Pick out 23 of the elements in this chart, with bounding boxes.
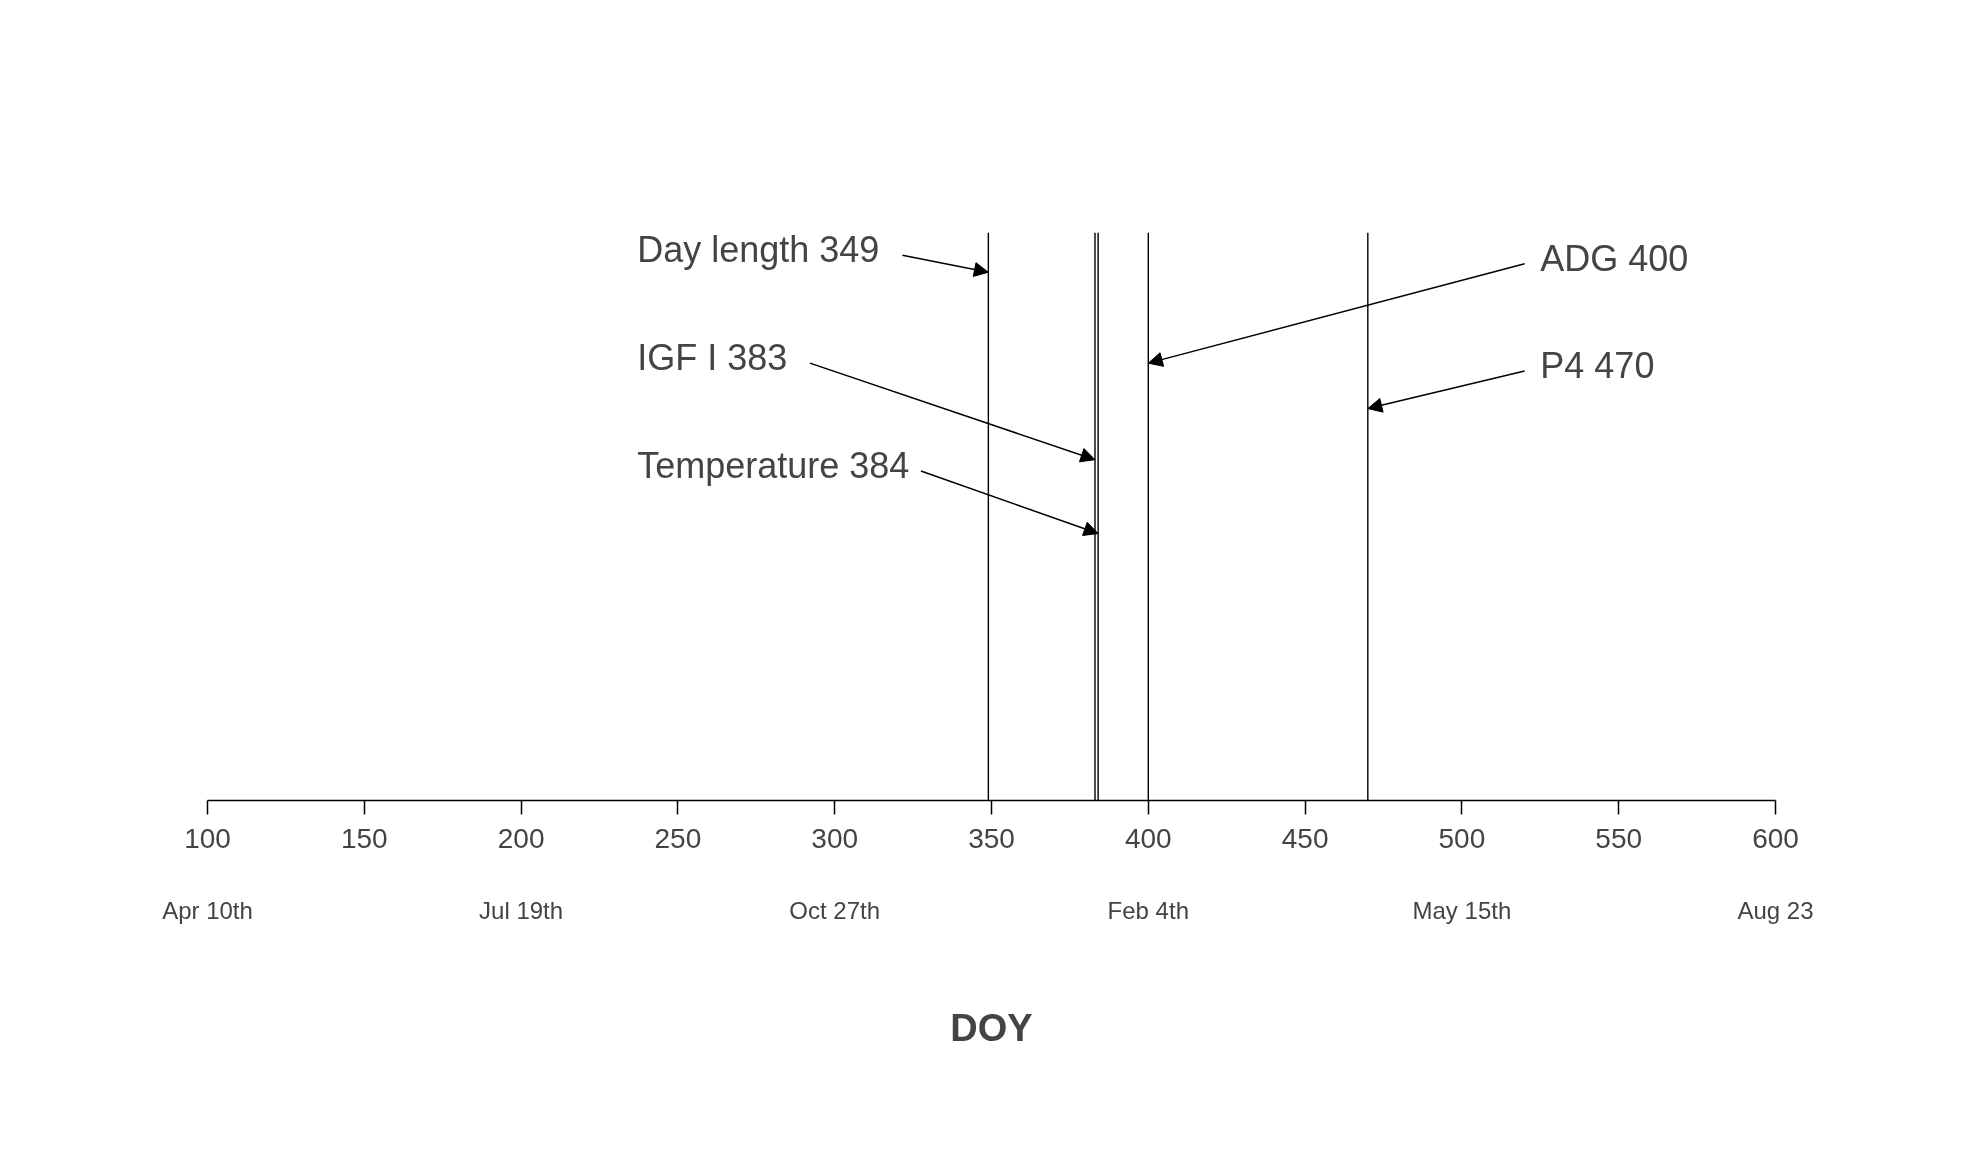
text: Oct 27th — [789, 896, 881, 924]
text: May 15th — [1412, 896, 1512, 924]
x-tick-label: 500 — [1438, 822, 1486, 854]
annotation: ADG 400 — [1540, 237, 1689, 279]
annotation: P4 470 — [1540, 344, 1655, 386]
x-tick-label: 250 — [654, 822, 702, 854]
x-tick-label: 350 — [968, 822, 1015, 854]
annotation: IGF I 383 — [637, 336, 788, 378]
annotation: Day length 349 — [637, 229, 880, 271]
x-tick-label: 100 — [184, 822, 231, 854]
text: Jul 19th — [479, 896, 564, 924]
text: Apr 10th — [162, 896, 253, 924]
x-tick-label: 550 — [1595, 822, 1643, 854]
annotation: Temperature 384 — [637, 444, 910, 486]
text: Feb 4th — [1107, 896, 1189, 924]
x-tick-label: 300 — [811, 822, 859, 854]
x-tick-label: 150 — [340, 822, 388, 854]
x-tick-label: 400 — [1124, 822, 1172, 854]
x-tick-label: 200 — [497, 822, 545, 854]
text: Aug 23 — [1737, 896, 1814, 924]
x-tick-label: 600 — [1752, 822, 1799, 854]
x-tick-label: 450 — [1281, 822, 1329, 854]
x-axis-title: DOY — [950, 1006, 1033, 1049]
